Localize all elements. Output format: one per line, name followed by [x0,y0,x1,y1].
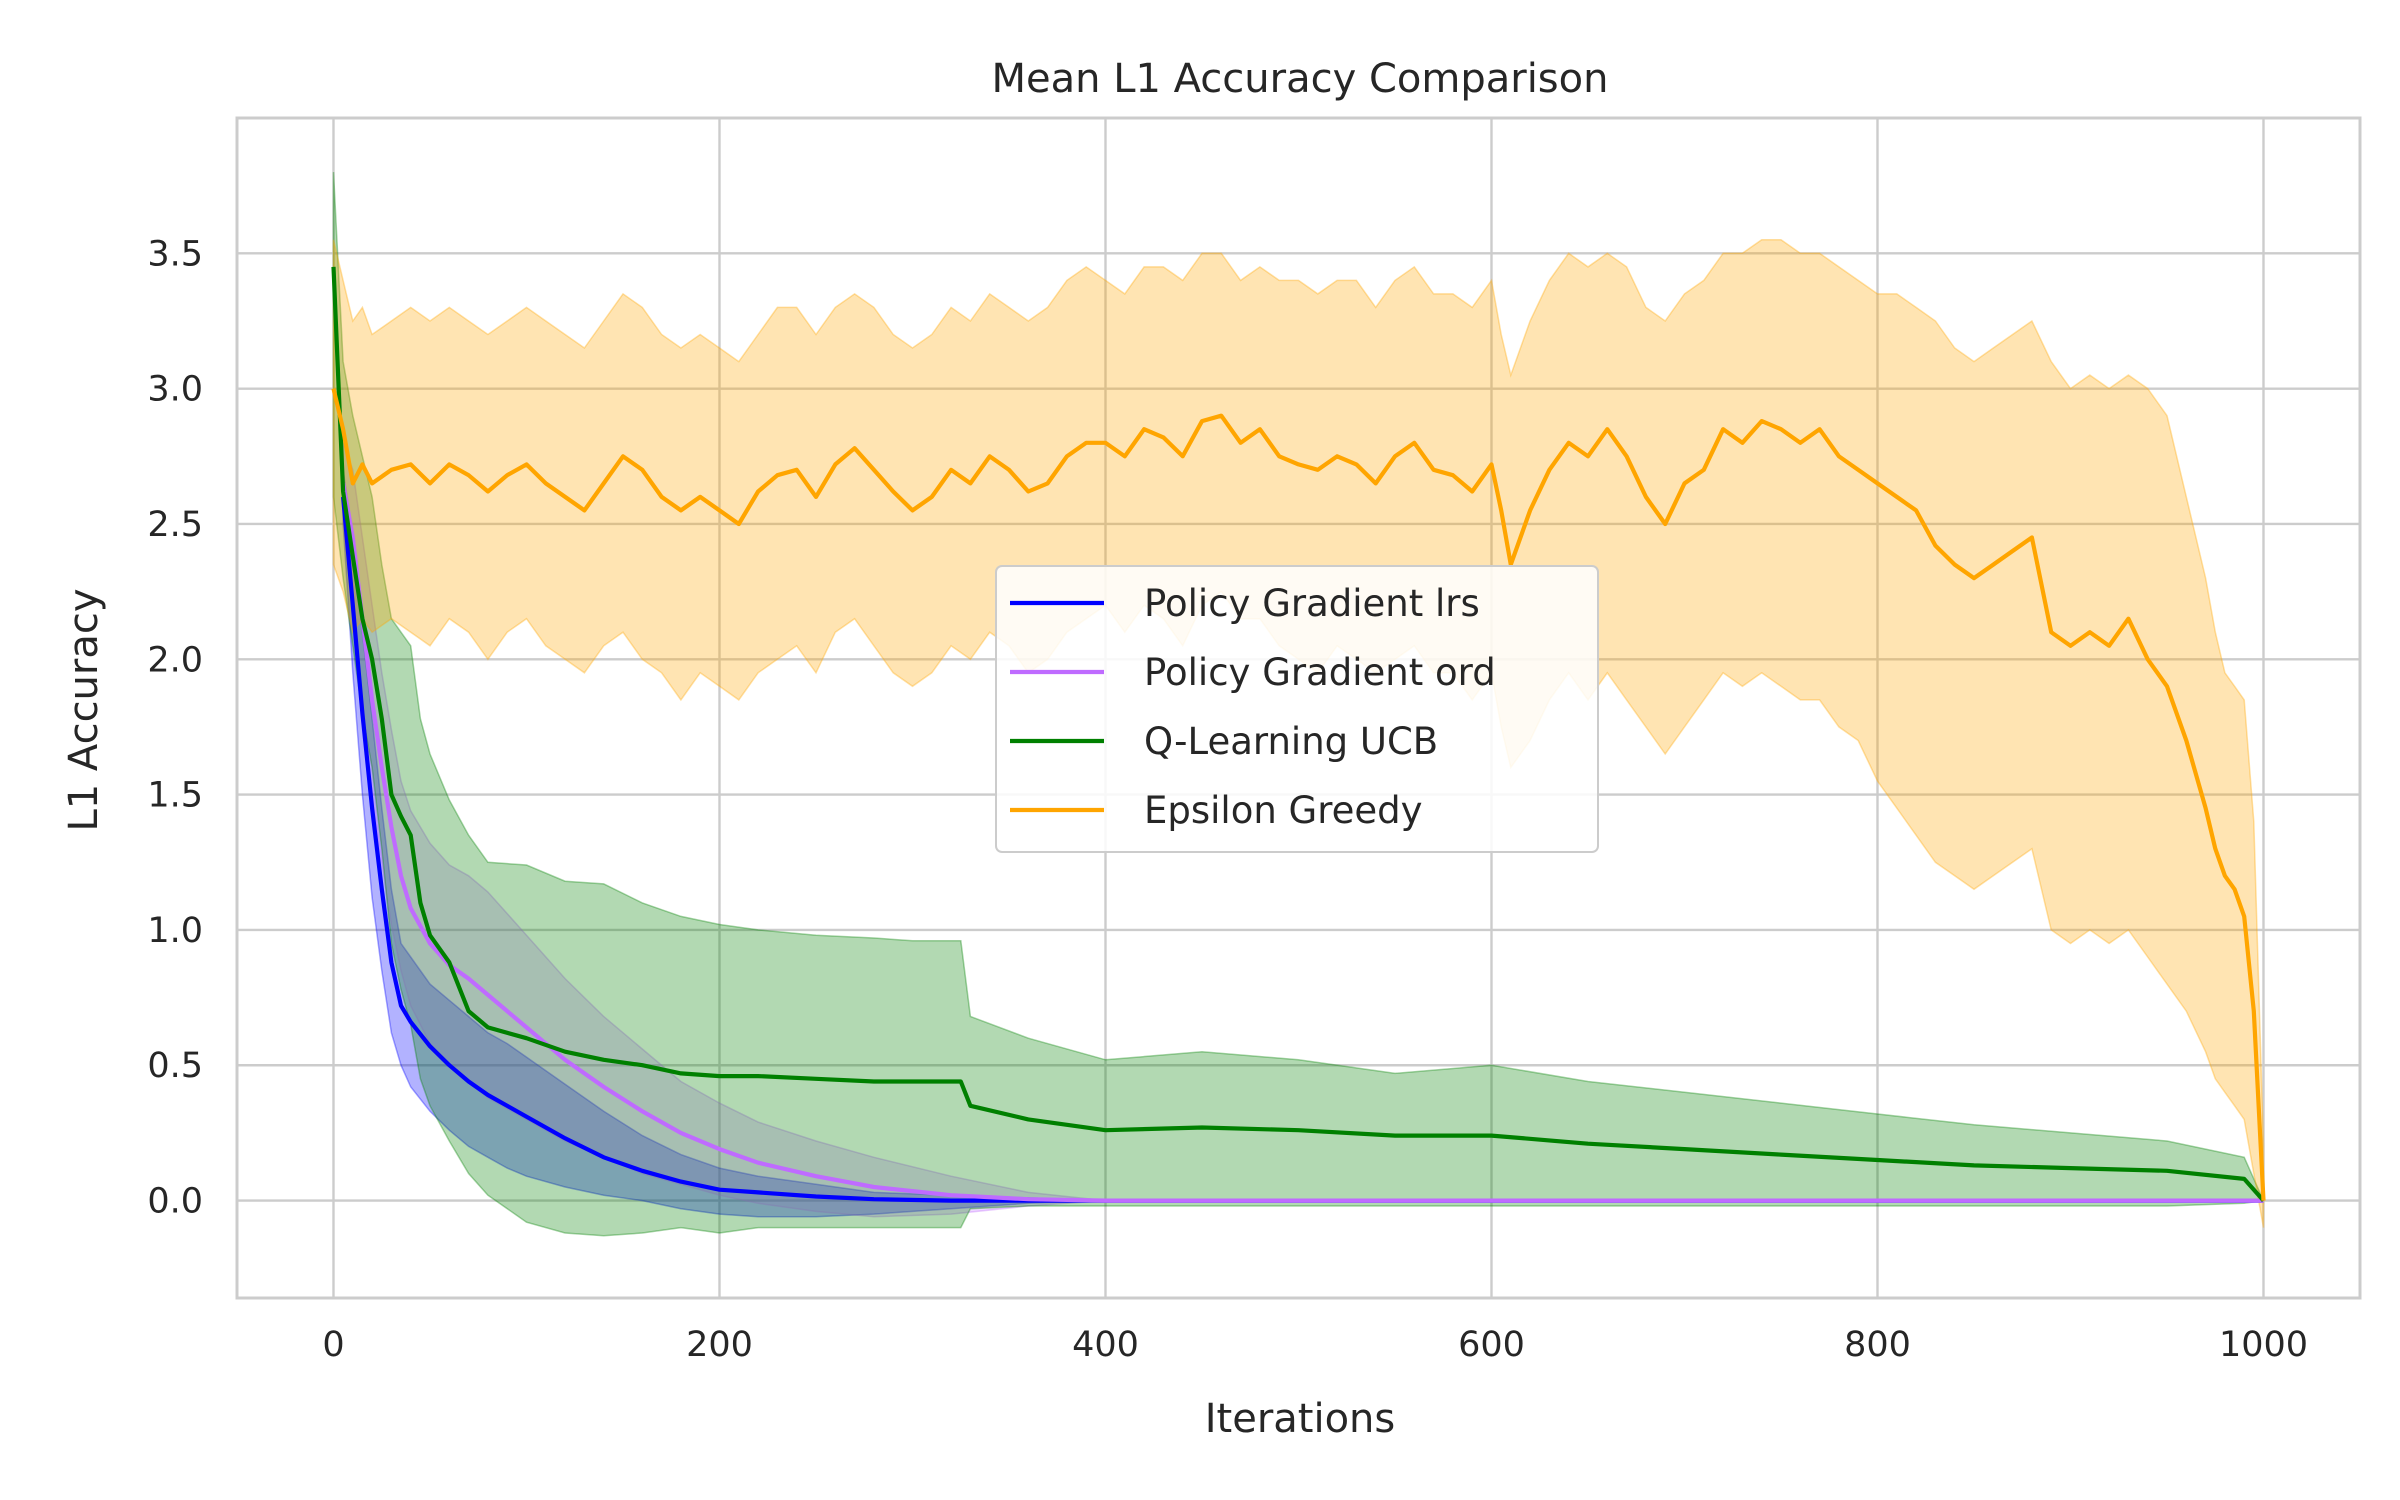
x-tick-label: 1000 [2219,1325,2308,1365]
series-line-epsilon-greedy [331,388,2266,1201]
legend-label: Q-Learning UCB [1144,720,1438,763]
chart-title: Mean L1 Accuracy Comparison [992,56,1609,102]
x-axis-label: Iterations [1205,1396,1396,1442]
plot-frame [235,116,2362,1300]
legend-label: Policy Gradient lrs [1144,582,1480,625]
series-lines [331,266,2266,1203]
x-tick-label: 600 [1458,1325,1525,1365]
x-tick-labels: 0 200 400 600 800 1000 [322,1325,2308,1365]
legend-label: Policy Gradient ord [1144,651,1496,694]
y-tick-label: 0.5 [147,1046,203,1086]
legend-box [995,565,1599,853]
series-line-policy-gradient-ord [341,483,2264,1203]
y-tick-label: 0.0 [147,1182,203,1222]
legend: Policy Gradient lrs Policy Gradient ord Q-… [995,565,1599,853]
y-tick-label: 3.5 [147,234,203,274]
series-line-q-learning-ucb [331,266,2266,1202]
y-tick-label: 2.0 [147,640,203,680]
y-axis-label: L1 Accuracy [61,588,107,831]
legend-label: Epsilon Greedy [1144,789,1423,832]
y-tick-labels: 0.0 0.5 1.0 1.5 2.0 2.5 3.0 3.5 [147,234,203,1221]
y-tick-label: 1.0 [147,911,203,951]
x-tick-label: 200 [686,1325,753,1365]
band-epsilon-greedy [332,239,2265,1228]
x-tick-label: 400 [1072,1325,1139,1365]
y-tick-label: 1.5 [147,776,203,816]
y-tick-label: 3.0 [147,370,203,410]
y-tick-label: 2.5 [147,505,203,545]
x-tick-label: 0 [322,1325,344,1365]
x-tick-label: 800 [1844,1325,1911,1365]
